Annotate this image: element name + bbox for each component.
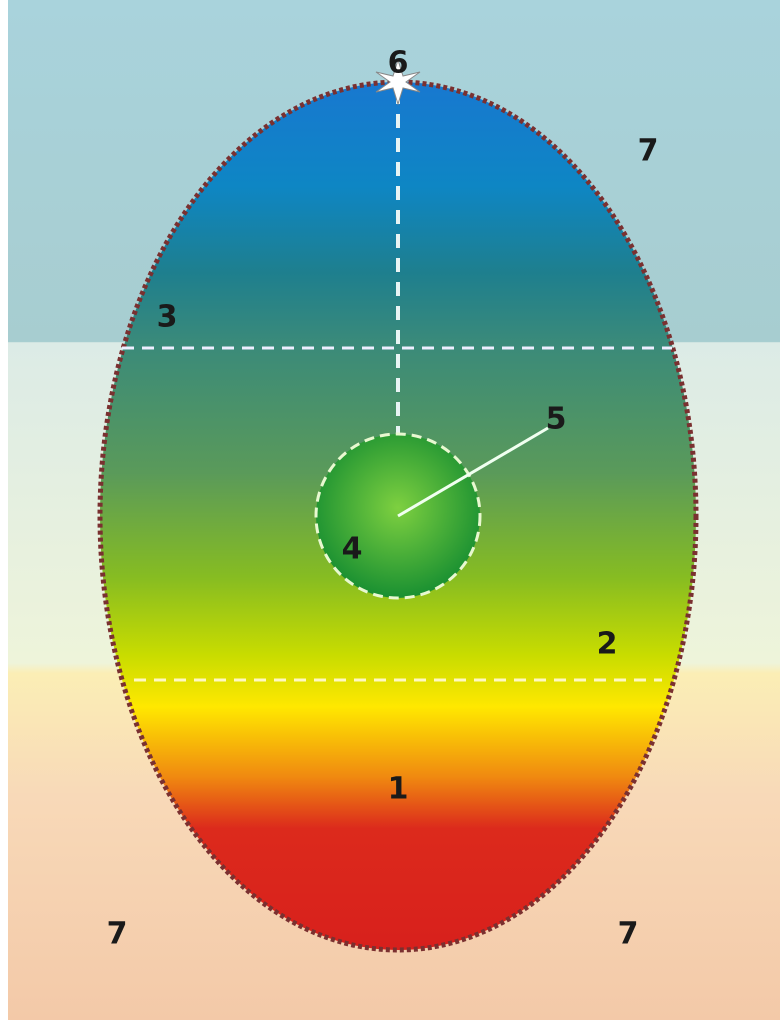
label: 6 — [388, 46, 409, 81]
radius-line — [397, 426, 549, 518]
label: 5 — [546, 402, 567, 437]
crown-star — [375, 58, 421, 106]
label: 2 — [597, 627, 618, 662]
label: 7 — [638, 134, 659, 169]
label: 1 — [388, 772, 409, 807]
label: 3 — [157, 300, 178, 335]
label: 4 — [342, 532, 363, 567]
label: 7 — [618, 917, 639, 952]
label: 7 — [107, 917, 128, 952]
